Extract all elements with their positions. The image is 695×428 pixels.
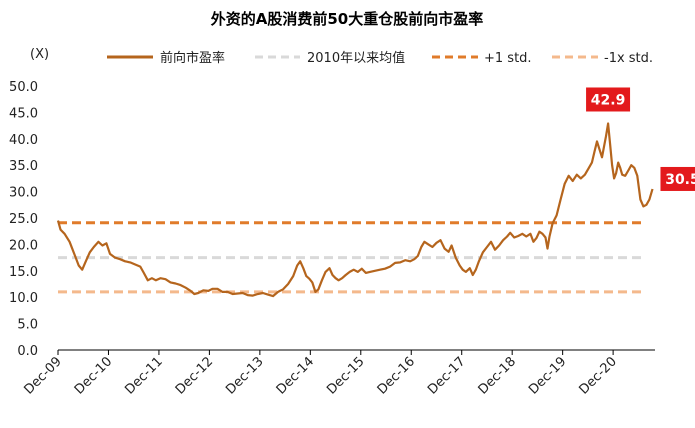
x-tick-label: Dec-17 xyxy=(425,354,468,397)
x-axis: Dec-09 Dec-10 Dec-11 Dec-12 Dec-13 Dec-14 Dec-… xyxy=(21,349,655,398)
x-tick-label: Dec-14 xyxy=(274,354,317,397)
y-tick-label: 20.0 xyxy=(9,238,38,253)
legend-label-mean: 2010年以来均值 xyxy=(307,50,405,66)
y-tick-label: 40.0 xyxy=(9,133,38,148)
legend: 前向市盈率 2010年以来均值 +1 std. -1x std. xyxy=(107,50,653,66)
x-tick-label: Dec-20 xyxy=(577,354,620,397)
legend-label-pe: 前向市盈率 xyxy=(160,50,225,66)
x-tick-label: Dec-09 xyxy=(21,354,64,397)
y-tick-label: 10.0 xyxy=(9,291,38,306)
reference-lines xyxy=(58,221,643,294)
x-tick-label: Dec-12 xyxy=(173,354,216,397)
y-axis-unit: (X) xyxy=(30,47,49,62)
y-tick-label: 30.0 xyxy=(9,186,38,201)
y-tick-label: 15.0 xyxy=(9,265,38,280)
x-tick-label: Dec-10 xyxy=(72,354,115,397)
x-tick-label: Dec-15 xyxy=(324,354,367,397)
y-tick-label: 50.0 xyxy=(9,80,38,95)
y-tick-label: 45.0 xyxy=(9,106,38,121)
legend-label-minus-std: -1x std. xyxy=(604,51,653,66)
y-axis: 50.0 45.0 40.0 35.0 30.0 25.0 20.0 15.0 10.0 5.0 0… xyxy=(9,80,38,359)
x-tick-label: Dec-18 xyxy=(476,354,519,397)
callout-label: 30.5 xyxy=(665,172,695,188)
y-tick-label: 5.0 xyxy=(17,318,38,333)
callouts: 42.9 30.5 xyxy=(586,87,695,191)
x-tick-label: Dec-19 xyxy=(526,354,569,397)
legend-label-plus-std: +1 std. xyxy=(484,51,532,66)
chart-title: 外资的A股消费前50大重仓股前向市盈率 xyxy=(210,10,484,28)
series-line-pe xyxy=(56,122,654,298)
y-tick-label: 25.0 xyxy=(9,212,38,227)
y-tick-label: 35.0 xyxy=(9,159,38,174)
callout-box xyxy=(586,87,631,112)
y-tick-label: 0.0 xyxy=(17,344,38,359)
x-tick-label: Dec-13 xyxy=(223,354,266,397)
x-tick-label: Dec-11 xyxy=(122,354,165,397)
callout-box xyxy=(660,166,695,191)
callout-label: 42.9 xyxy=(591,92,626,108)
x-tick-label: Dec-16 xyxy=(375,354,418,397)
